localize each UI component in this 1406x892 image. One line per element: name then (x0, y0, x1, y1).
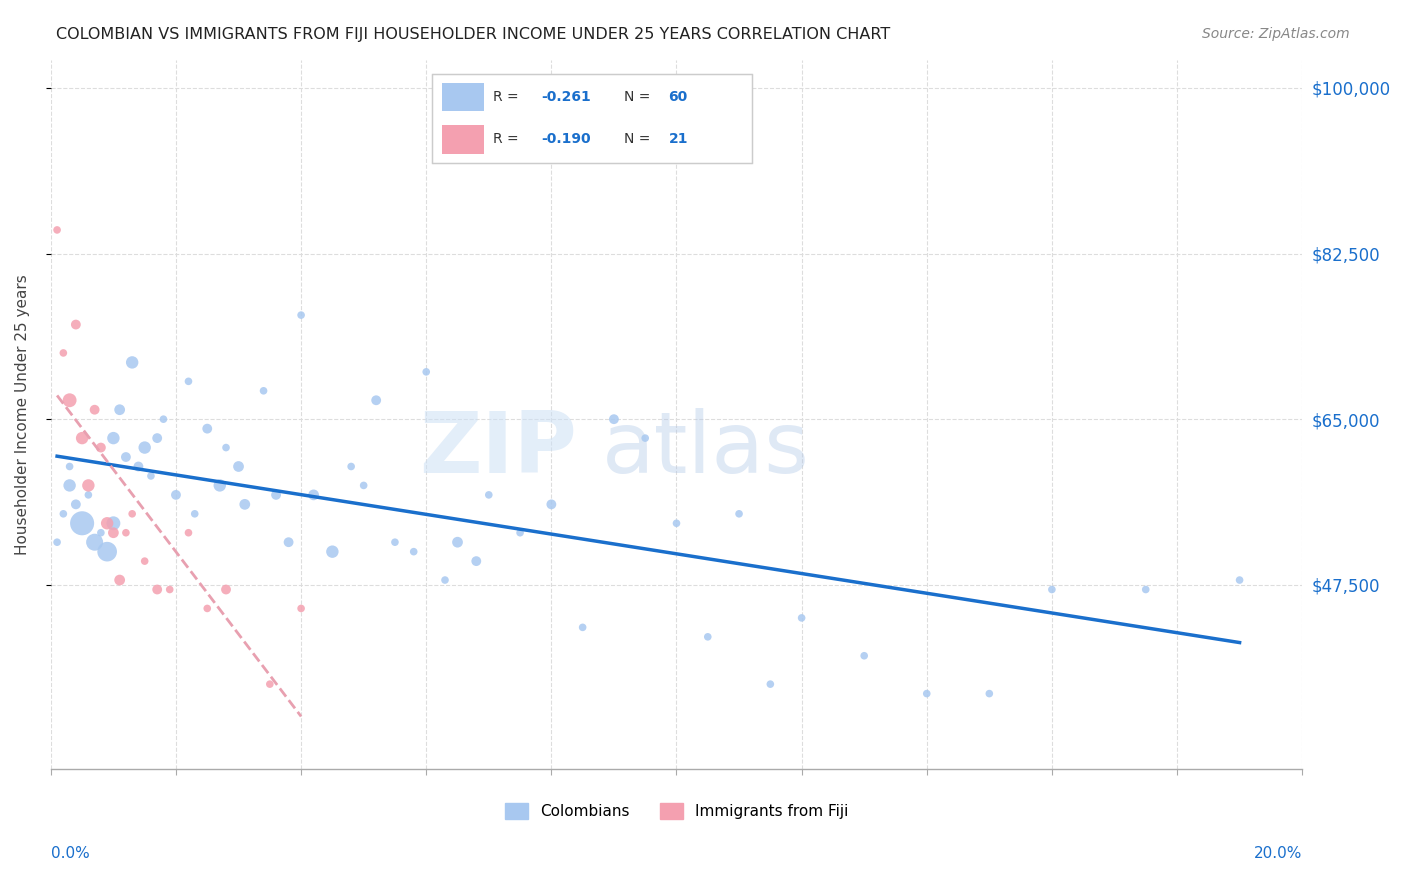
Point (915, 687, 938, 701)
Point (59, 459, 82, 474)
Text: ZIP: ZIP (419, 409, 576, 491)
Point (228, 459, 250, 474)
Text: Source: ZipAtlas.com: Source: ZipAtlas.com (1202, 27, 1350, 41)
Point (195, 601, 218, 615)
Point (127, 459, 149, 474)
Point (252, 384, 274, 398)
Point (290, 308, 312, 322)
Point (1135, 582, 1157, 597)
Point (52, 346, 75, 360)
Point (259, 677, 281, 691)
Point (540, 497, 562, 511)
Point (290, 601, 312, 615)
Point (603, 412, 626, 426)
Point (108, 402, 131, 417)
Point (366, 393, 388, 408)
Point (340, 459, 363, 474)
Point (65, 497, 87, 511)
Point (402, 544, 425, 558)
Point (184, 507, 207, 521)
Point (790, 611, 813, 625)
Point (70, 516, 93, 531)
Point (1040, 582, 1063, 597)
Point (103, 431, 125, 445)
Point (121, 355, 143, 369)
Text: atlas: atlas (602, 409, 810, 491)
Point (65, 318, 87, 332)
Point (509, 525, 531, 540)
Y-axis label: Householder Income Under 25 years: Householder Income Under 25 years (15, 274, 30, 555)
Point (195, 422, 218, 436)
Point (59, 478, 82, 492)
Point (90, 441, 112, 455)
Point (264, 488, 287, 502)
Point (728, 507, 751, 521)
Point (77, 488, 100, 502)
Point (634, 431, 657, 445)
Point (77, 478, 100, 492)
Point (208, 478, 231, 492)
Point (853, 648, 876, 663)
Point (146, 582, 169, 597)
Point (146, 431, 169, 445)
Point (134, 554, 156, 568)
Point (979, 687, 1001, 701)
Point (759, 677, 782, 691)
Point (59, 393, 82, 408)
Point (215, 441, 238, 455)
Point (115, 525, 138, 540)
Point (302, 488, 325, 502)
Point (478, 488, 501, 502)
Point (83, 535, 105, 549)
Point (134, 441, 156, 455)
Point (96, 516, 118, 531)
Point (696, 630, 718, 644)
Point (233, 497, 256, 511)
Point (103, 516, 125, 531)
Point (159, 582, 181, 597)
Point (90, 525, 112, 540)
Point (121, 507, 143, 521)
Point (152, 412, 174, 426)
Point (415, 365, 437, 379)
Point (108, 573, 131, 587)
Point (215, 582, 238, 597)
Text: COLOMBIAN VS IMMIGRANTS FROM FIJI HOUSEHOLDER INCOME UNDER 25 YEARS CORRELATION : COLOMBIAN VS IMMIGRANTS FROM FIJI HOUSEH… (56, 27, 890, 42)
Point (46, 535, 69, 549)
Point (177, 375, 200, 389)
Point (177, 525, 200, 540)
Point (83, 402, 105, 417)
Point (277, 535, 299, 549)
Point (465, 554, 488, 568)
Point (1229, 573, 1251, 587)
Text: 20.0%: 20.0% (1254, 846, 1302, 861)
Point (165, 488, 187, 502)
Point (433, 573, 456, 587)
Point (96, 544, 118, 558)
Point (139, 469, 162, 483)
Point (446, 535, 468, 549)
Point (46, 223, 69, 237)
Point (571, 620, 593, 634)
Text: 0.0%: 0.0% (51, 846, 90, 861)
Point (353, 478, 375, 492)
Point (52, 507, 75, 521)
Point (115, 450, 138, 464)
Legend: Colombians, Immigrants from Fiji: Colombians, Immigrants from Fiji (499, 797, 855, 825)
Point (321, 544, 343, 558)
Point (665, 516, 688, 531)
Point (384, 535, 406, 549)
Point (103, 525, 125, 540)
Point (70, 431, 93, 445)
